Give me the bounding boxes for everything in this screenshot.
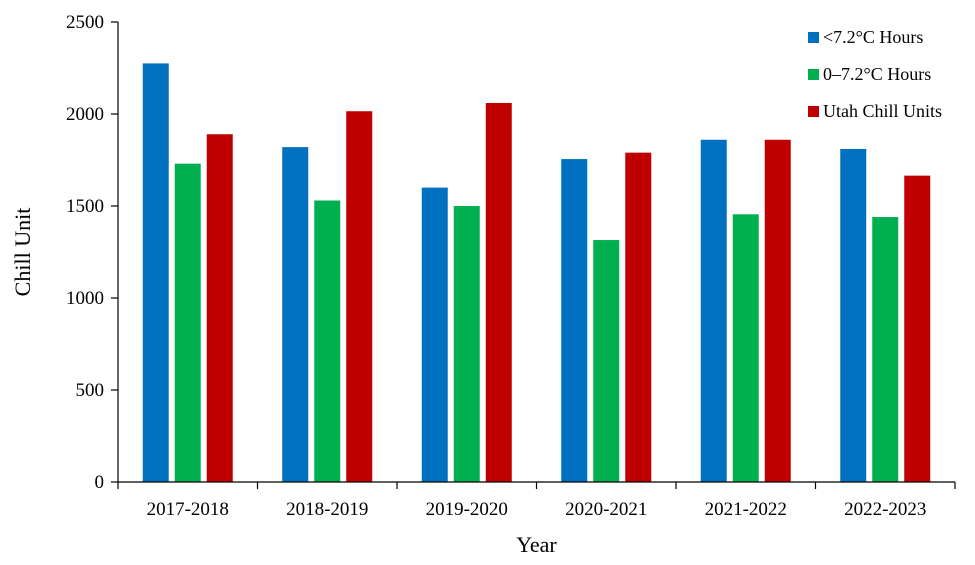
y-tick-label: 1000 xyxy=(66,288,104,309)
x-axis-ticks: 2017-2018 2018-2019 2019-2020 2020-2021 2021… xyxy=(117,482,956,520)
axes xyxy=(117,22,955,483)
legend: <7.2°C Hours 0–7.2°C Hours Utah Chill Unit… xyxy=(808,27,942,121)
legend-label: Utah Chill Units xyxy=(823,101,942,121)
y-axis-title: Chill Unit xyxy=(10,208,35,297)
y-tick-label: 0 xyxy=(95,472,105,493)
bar-2021-2022-series-2 xyxy=(732,214,759,482)
bar-2020-2021-series-3 xyxy=(625,152,652,482)
legend-swatch xyxy=(808,106,819,117)
y-tick-label: 2500 xyxy=(66,12,104,33)
bar-2018-2019-series-1 xyxy=(282,147,309,482)
bar-2019-2020-series-1 xyxy=(421,187,448,482)
bar-2019-2020-series-3 xyxy=(485,102,512,483)
x-axis-title: Year xyxy=(516,532,557,557)
x-tick-label: 2018-2019 xyxy=(286,499,368,520)
legend-label: 0–7.2°C Hours xyxy=(823,64,931,84)
legend-swatch xyxy=(808,32,819,43)
plot-area xyxy=(142,63,931,483)
y-tick-label: 500 xyxy=(76,380,105,401)
x-tick-label: 2019-2020 xyxy=(426,499,508,520)
bar-2020-2021-series-1 xyxy=(561,159,588,482)
y-tick-label: 2000 xyxy=(66,104,104,125)
bar-2022-2023-series-2 xyxy=(872,217,899,483)
bar-2019-2020-series-2 xyxy=(453,206,480,482)
bar-2018-2019-series-2 xyxy=(314,200,341,483)
legend-swatch xyxy=(808,69,819,80)
bar-2017-2018-series-3 xyxy=(206,134,233,483)
bar-2021-2022-series-1 xyxy=(700,139,727,482)
x-tick-label: 2021-2022 xyxy=(705,499,787,520)
bar-2020-2021-series-2 xyxy=(593,240,620,482)
x-tick-label: 2022-2023 xyxy=(844,499,926,520)
bar-2018-2019-series-3 xyxy=(346,111,373,483)
y-axis-ticks: 0 500 1000 1500 2000 2500 xyxy=(66,12,118,493)
bar-2022-2023-series-3 xyxy=(904,175,931,482)
legend-label: <7.2°C Hours xyxy=(823,27,923,47)
x-tick-label: 2017-2018 xyxy=(147,499,229,520)
bar-2017-2018-series-2 xyxy=(174,163,201,482)
x-tick-label: 2020-2021 xyxy=(565,499,647,520)
bar-2021-2022-series-3 xyxy=(764,139,791,482)
y-tick-label: 1500 xyxy=(66,196,104,217)
bar-2017-2018-series-1 xyxy=(142,63,169,483)
bar-2022-2023-series-1 xyxy=(840,148,867,482)
